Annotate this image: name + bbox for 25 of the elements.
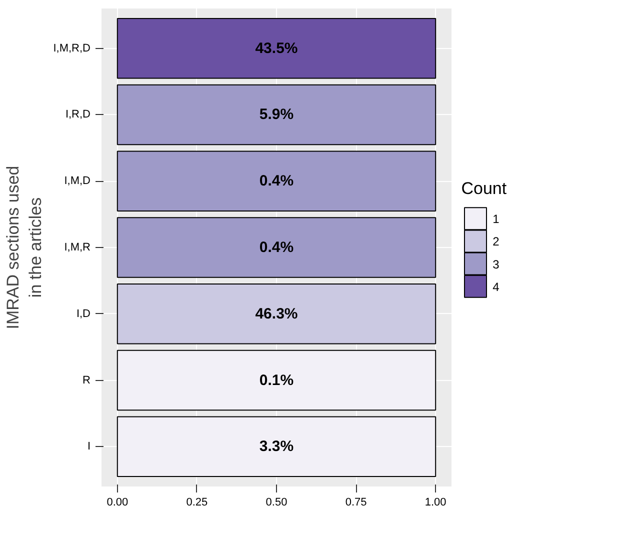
x-tick-label: 0.25 (186, 496, 208, 508)
x-tick-label: 0.75 (345, 496, 367, 508)
y-tick-label: I (87, 440, 91, 453)
legend-label: 1 (492, 212, 500, 226)
text: 3.3% (259, 438, 294, 456)
text: 43.5% (255, 40, 298, 57)
text: 5.9% (259, 106, 294, 124)
legend-label: 2 (492, 234, 500, 249)
legend-label: 4 (492, 280, 500, 294)
x-tick-label: 0.00 (106, 496, 128, 508)
y-tick-label: I,M,D (64, 175, 91, 188)
legend-title: Count (461, 179, 507, 198)
text: 0.1% (259, 372, 294, 389)
x-tick-label: 1.00 (424, 496, 446, 508)
y-tick-label: I,R,D (65, 108, 91, 121)
y-tick-label: I,M,R (64, 242, 91, 254)
legend-label: 3 (492, 257, 500, 272)
y-tick-label: R (82, 374, 91, 386)
y-tick-label: I,D (76, 308, 91, 320)
x-tick-label: 0.50 (266, 496, 288, 508)
y-tick-label: I,M,R,D (53, 42, 91, 54)
text: 0.4% (259, 172, 294, 190)
text: 46.3% (255, 305, 298, 322)
y-axis-title: IMRAD sections used in the articles (3, 166, 46, 330)
text: 0.4% (259, 239, 294, 256)
